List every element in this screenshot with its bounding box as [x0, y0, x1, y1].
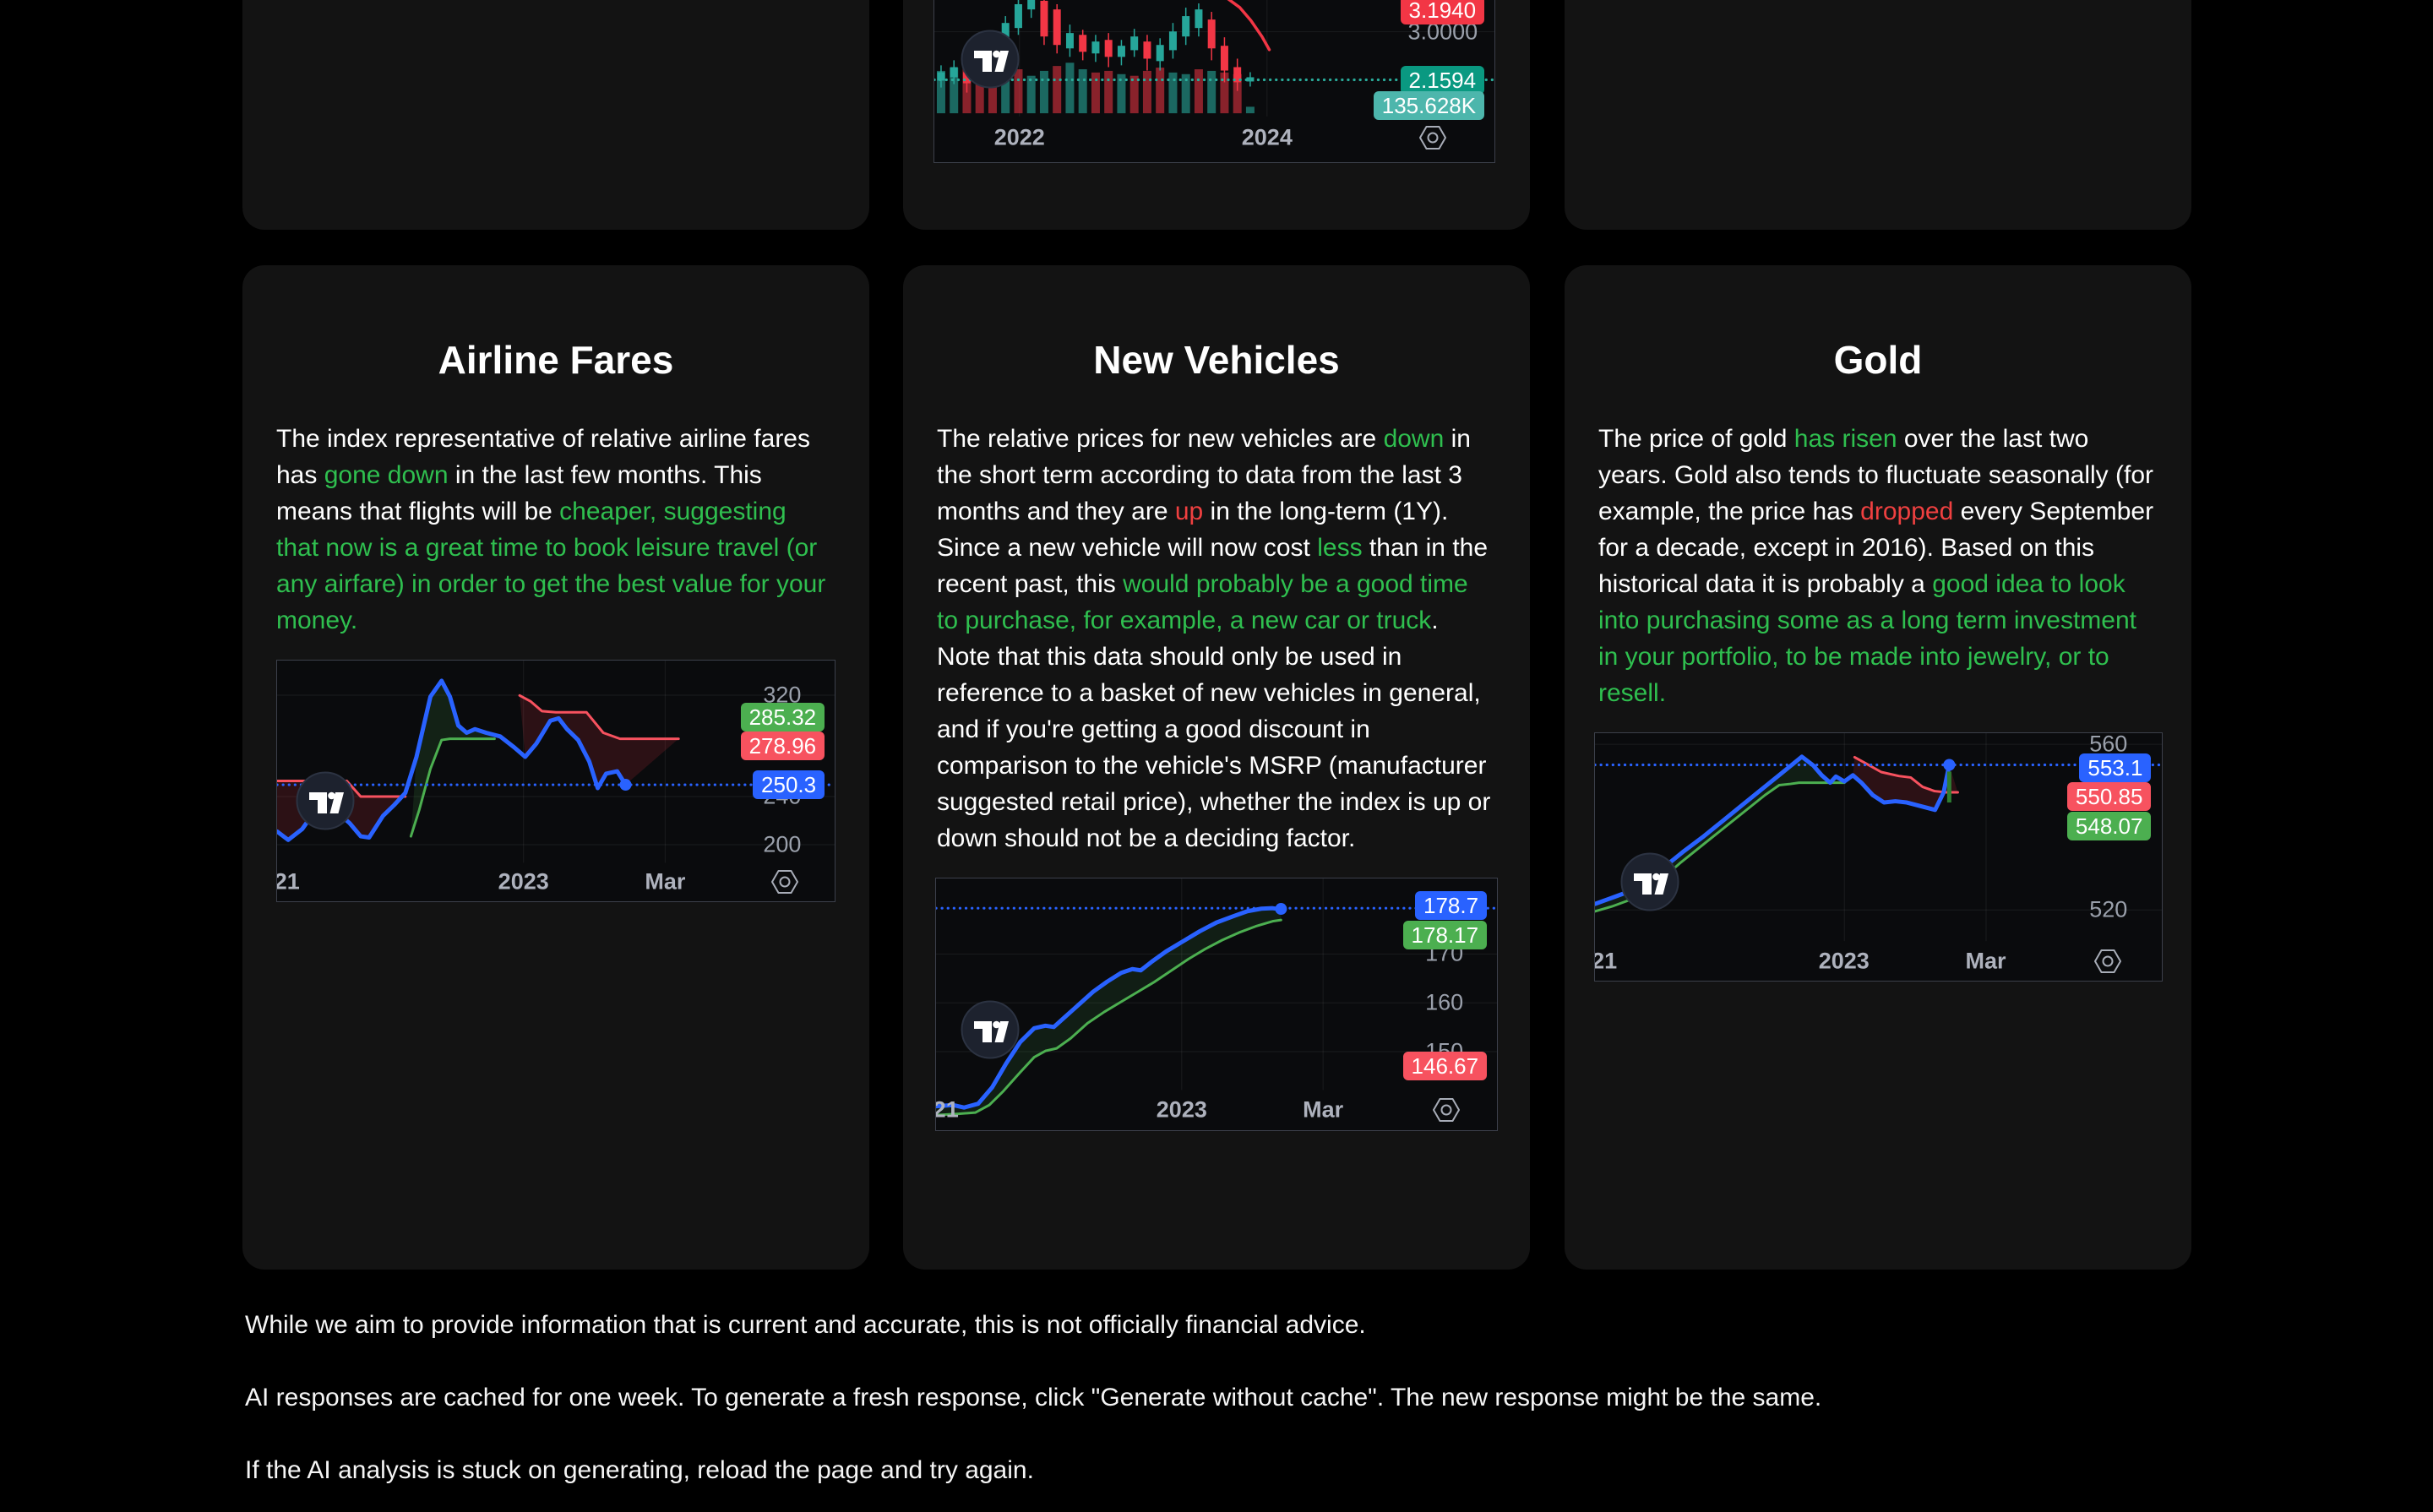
paragraph-segment: has risen	[1793, 425, 1897, 453]
price-label: 250.3	[753, 770, 825, 800]
paragraph-segment: dropped	[1860, 498, 1954, 525]
chart-canvas	[277, 661, 835, 863]
x-axis-label: Mar	[1303, 1096, 1344, 1123]
paragraph-segment: cheaper, suggesting that now is a great …	[276, 498, 826, 634]
disclaimer-cache: AI responses are cached for one week. To…	[245, 1384, 1822, 1411]
paragraph-segment: every September for a decade, except in …	[1598, 498, 2154, 598]
price-label: 135.628K	[1373, 91, 1485, 121]
paragraph-segment: The relative prices for new vehicles are	[937, 425, 1384, 453]
paragraph-segment: over the last two years. Gold also tends…	[1598, 425, 2154, 525]
card-airline-fares: Airline Fares The index representative o…	[242, 265, 869, 1270]
paragraph-segment: in the long-term (1Y). Since a new vehic…	[937, 498, 1449, 562]
paragraph-segment: in the last few months. This means that …	[276, 461, 762, 525]
settings-icon[interactable]	[2093, 946, 2123, 976]
card-title-airline-fares: Airline Fares	[438, 338, 674, 382]
x-axis-label: Mar	[645, 868, 686, 895]
card-paragraph-new-vehicles: The relative prices for new vehicles are…	[937, 421, 1496, 857]
price-label: 285.32	[740, 703, 825, 732]
x-axis-label: 2022	[993, 124, 1045, 150]
paragraph-segment: than in the recent past, this	[937, 534, 1489, 598]
disclaimer-financial-advice: While we aim to provide information that…	[245, 1311, 1366, 1339]
price-label: 3.1940	[1400, 0, 1485, 25]
price-label: 278.96	[740, 731, 825, 760]
y-axis-label: 560	[2089, 732, 2128, 757]
y-axis-label: 160	[1425, 989, 1464, 1015]
settings-icon[interactable]	[1418, 122, 1448, 153]
disclaimer-reload: If the AI analysis is stuck on generatin…	[245, 1456, 1034, 1484]
price-label: 178.7	[1414, 890, 1488, 920]
tradingview-logo-icon[interactable]	[1620, 852, 1679, 911]
y-axis-label: 520	[2089, 896, 2128, 922]
settings-icon[interactable]	[770, 867, 800, 897]
tradingview-logo-icon[interactable]	[296, 771, 355, 830]
paragraph-segment: . Note that this data should only be use…	[937, 606, 1491, 852]
paragraph-segment: The price of gold	[1598, 425, 1794, 453]
card-paragraph-gold: The price of gold has risen over the las…	[1598, 421, 2158, 711]
tradingview-logo-icon[interactable]	[961, 1000, 1020, 1059]
price-label: 178.17	[1402, 921, 1488, 950]
paragraph-segment: gone down	[324, 461, 449, 489]
paragraph-segment: up	[1174, 498, 1204, 525]
tradingview-logo-icon[interactable]	[961, 30, 1020, 89]
card-top-chart: 3.0000 2022 2024 3.1940 2.1594 135.628K	[903, 0, 1530, 230]
x-axis-label: 2023	[498, 868, 549, 895]
card-top-left	[242, 0, 869, 230]
paragraph-segment: would probably be a good time to purchas…	[937, 570, 1468, 634]
price-label: 553.1	[2079, 753, 2152, 783]
card-new-vehicles: New Vehicles The relative prices for new…	[903, 265, 1530, 1270]
settings-icon[interactable]	[1431, 1095, 1461, 1125]
card-title-gold: Gold	[1833, 338, 1923, 382]
price-label: 548.07	[2066, 811, 2152, 840]
price-label: 146.67	[1402, 1052, 1488, 1080]
paragraph-segment: in the short term according to data from…	[937, 425, 1471, 525]
x-axis-label: 2023	[1818, 948, 1870, 974]
card-top-right	[1565, 0, 2191, 230]
price-label: 2.1594	[1400, 65, 1485, 95]
headline-tradingview-chart[interactable]: 3.0000 2022 2024 3.1940 2.1594 135.628K	[933, 0, 1495, 163]
x-axis-label: Mar	[1965, 948, 2006, 974]
card-paragraph-airline: The index representative of relative air…	[276, 421, 835, 639]
paragraph-segment: down	[1383, 425, 1445, 453]
card-title-new-vehicles: New Vehicles	[1093, 338, 1340, 382]
disclaimers: While we aim to provide information that…	[245, 1307, 1821, 1512]
paragraph-segment: good idea to look into purchasing some a…	[1598, 570, 2136, 707]
x-axis-label: 2023	[1156, 1096, 1207, 1123]
chart-canvas	[936, 878, 1497, 1117]
paragraph-segment: The index representative of relative air…	[276, 425, 810, 489]
paragraph-segment: less	[1317, 534, 1363, 562]
price-label: 550.85	[2066, 781, 2152, 811]
y-axis-label: 200	[763, 831, 802, 857]
x-axis-label: 2024	[1241, 124, 1293, 150]
card-gold: Gold The price of gold has risen over th…	[1565, 265, 2191, 1270]
